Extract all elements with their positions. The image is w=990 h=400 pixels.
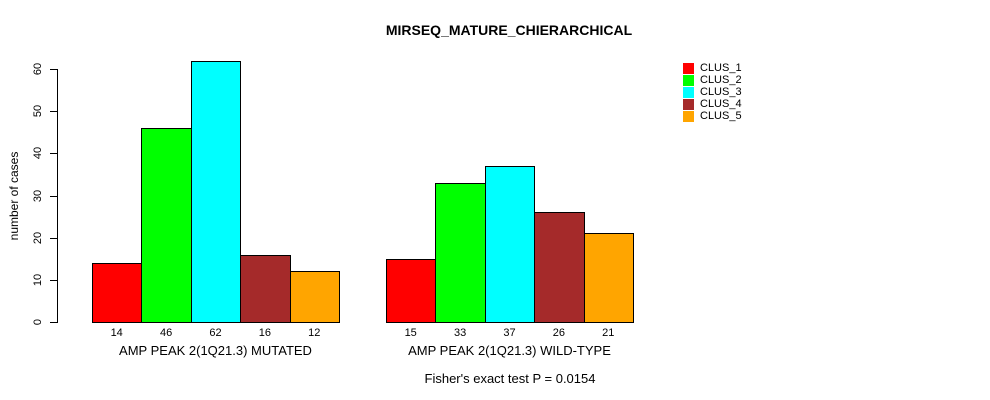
legend: CLUS_1 CLUS_2 CLUS_3 CLUS_4 CLUS_5 xyxy=(683,63,742,123)
bar-value-label: 21 xyxy=(602,327,615,339)
y-axis-line xyxy=(57,69,58,323)
bar-clus_5 xyxy=(289,271,340,323)
bar-value-label: 46 xyxy=(159,327,173,339)
y-axis-label: number of cases xyxy=(7,151,21,241)
y-axis-tick xyxy=(50,69,57,70)
y-axis-tick-label: 30 xyxy=(32,189,44,202)
bar-value-label: 37 xyxy=(503,327,516,339)
legend-swatch-clus_2 xyxy=(683,75,694,86)
bar-clus_5 xyxy=(583,233,634,323)
legend-label: CLUS_2 xyxy=(700,74,742,86)
y-axis-tick xyxy=(50,322,57,323)
bar-clus_3 xyxy=(484,165,536,323)
y-axis-tick-label: 0 xyxy=(32,318,44,326)
bar-clus_2 xyxy=(435,182,486,323)
y-axis-tick xyxy=(50,195,57,197)
legend-swatch-clus_4 xyxy=(683,99,694,110)
legend-label: CLUS_3 xyxy=(700,86,742,98)
y-axis-tick-label: 10 xyxy=(32,273,44,286)
y-axis-tick xyxy=(50,153,57,155)
legend-label: CLUS_5 xyxy=(700,110,742,122)
bar-value-label: 15 xyxy=(404,327,417,339)
bar-value-label: 62 xyxy=(209,327,222,339)
legend-item-clus_3: CLUS_3 xyxy=(683,87,742,98)
group-label: AMP PEAK 2(1Q21.3) WILD-TYPE xyxy=(408,343,611,358)
y-axis-tick xyxy=(50,237,57,239)
legend-item-clus_2: CLUS_2 xyxy=(683,75,742,86)
bar-value-label: 14 xyxy=(110,327,123,339)
y-axis-tick-label: 50 xyxy=(32,105,44,118)
bar-value-label: 33 xyxy=(453,327,467,339)
legend-swatch-clus_3 xyxy=(683,87,694,98)
bar-value-label: 16 xyxy=(258,327,272,339)
legend-item-clus_4: CLUS_4 xyxy=(683,99,742,110)
legend-swatch-clus_5 xyxy=(683,111,694,122)
annotation-fisher-test: Fisher's exact test P = 0.0154 xyxy=(424,371,596,386)
y-axis-tick-label: 20 xyxy=(32,231,44,244)
bar-clus_2 xyxy=(141,128,192,323)
bar-clus_1 xyxy=(386,258,437,323)
bar-value-label: 12 xyxy=(308,327,321,339)
legend-item-clus_5: CLUS_5 xyxy=(683,111,742,122)
bar-clus_4 xyxy=(534,212,585,323)
y-axis-tick xyxy=(50,279,57,281)
bar-clus_4 xyxy=(240,254,291,323)
legend-swatch-clus_1 xyxy=(683,63,694,74)
group-label: AMP PEAK 2(1Q21.3) MUTATED xyxy=(119,343,312,358)
legend-label: CLUS_1 xyxy=(700,62,742,74)
bar-clus_3 xyxy=(190,60,242,323)
bar-value-label: 26 xyxy=(552,327,566,339)
y-axis-tick-label: 40 xyxy=(32,147,44,160)
y-axis-tick xyxy=(50,111,57,113)
legend-label: CLUS_4 xyxy=(700,98,742,110)
legend-item-clus_1: CLUS_1 xyxy=(683,63,742,74)
chart-title: MIRSEQ_MATURE_CHIERARCHICAL xyxy=(385,22,633,38)
bar-clus_1 xyxy=(92,262,143,323)
y-axis-tick-label: 60 xyxy=(32,62,44,76)
